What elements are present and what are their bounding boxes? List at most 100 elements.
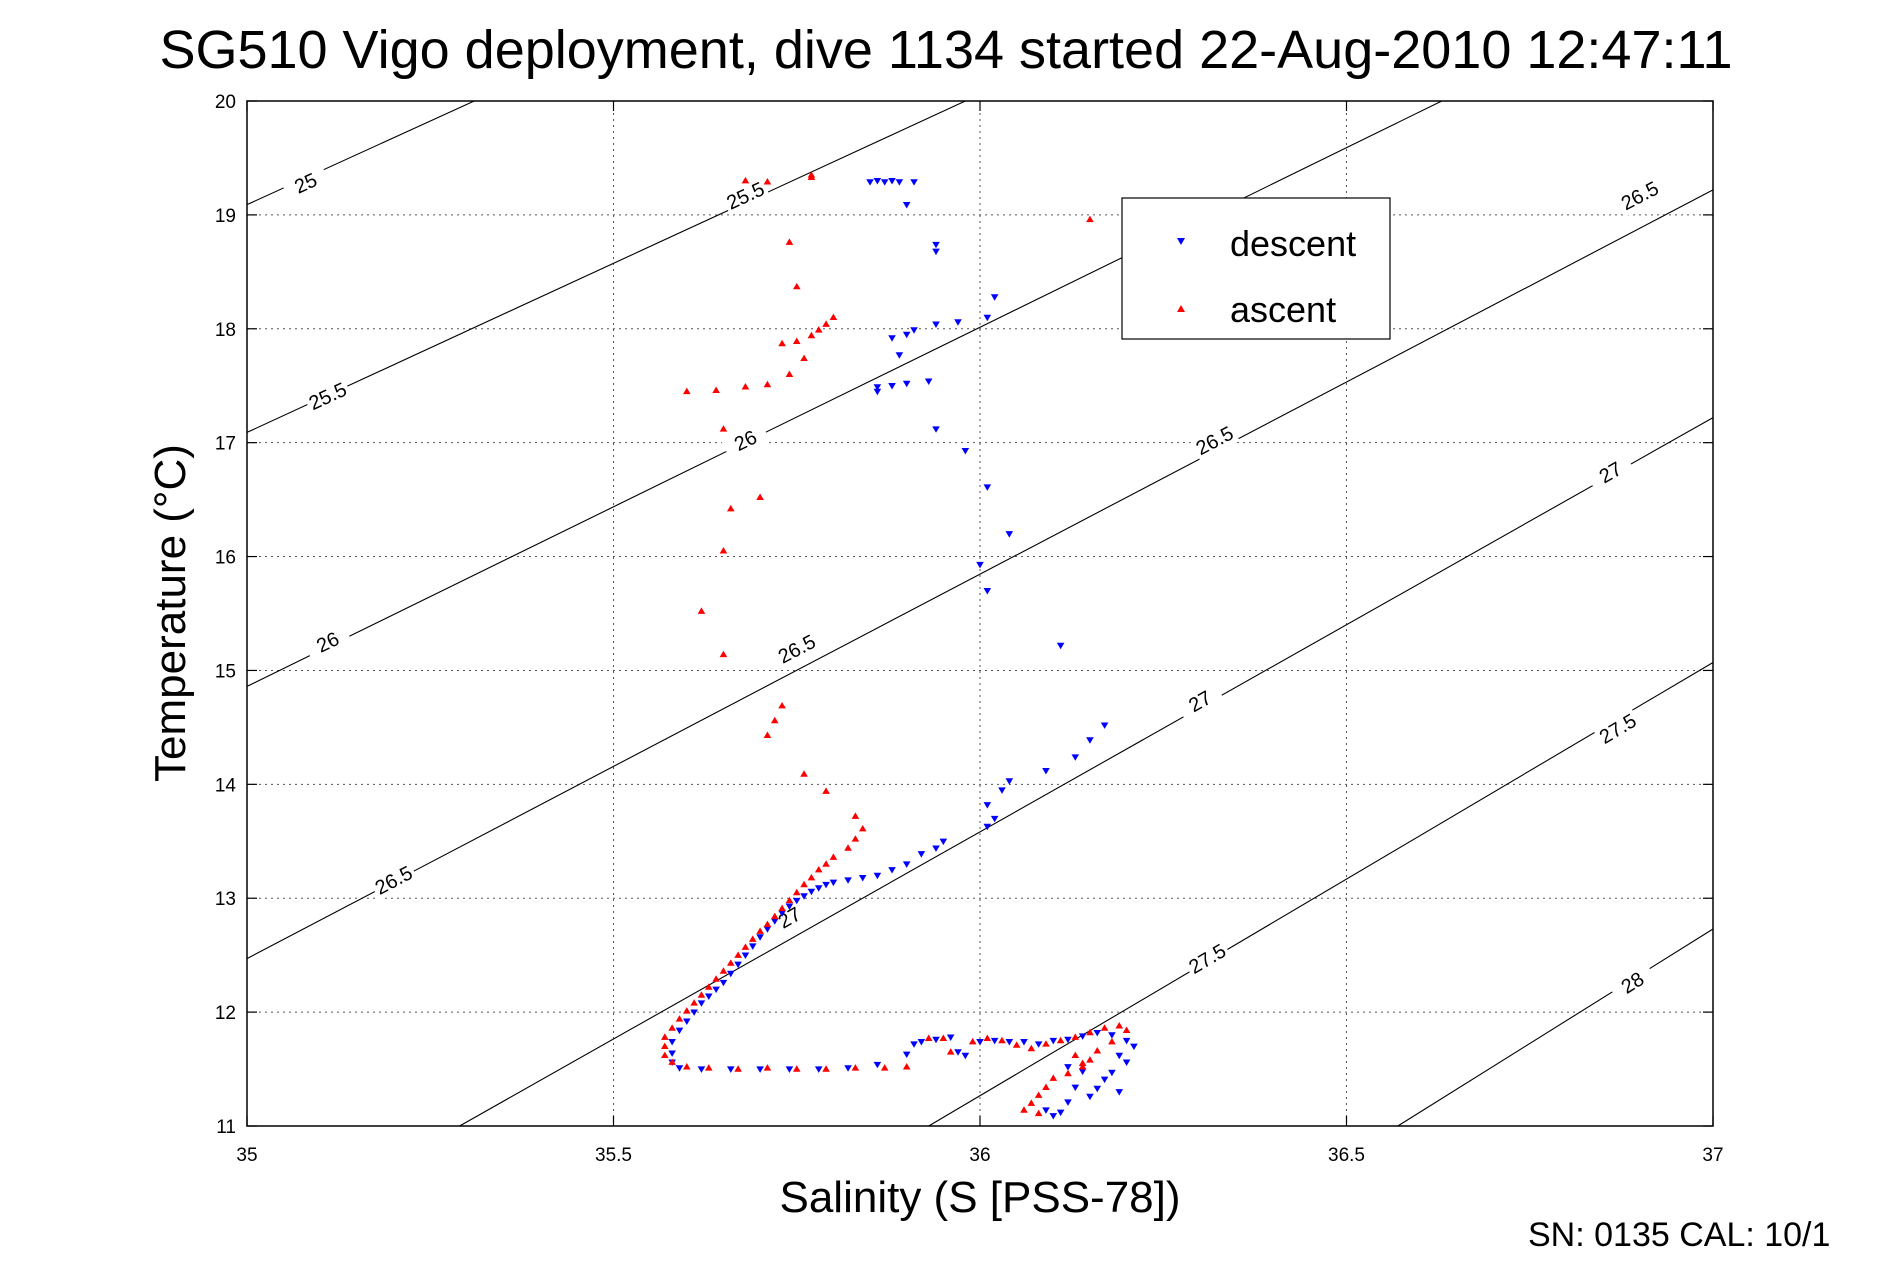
ascent-point: [748, 935, 757, 942]
ascent-point: [704, 983, 713, 990]
descent-point: [785, 903, 794, 910]
ascent-point: [1071, 1033, 1080, 1040]
ascent-point: [1086, 1028, 1094, 1036]
contour-label-mask: [1585, 451, 1636, 494]
descent-point: [932, 248, 940, 256]
descent-point: [880, 179, 889, 186]
descent-point: [888, 867, 896, 874]
descent-point: [946, 1034, 955, 1041]
ascent-point: [719, 425, 728, 432]
ascent-point: [785, 370, 794, 377]
descent-point: [873, 388, 882, 396]
descent-point: [917, 851, 926, 858]
ascent-point: [778, 701, 786, 709]
descent-point: [983, 823, 992, 831]
descent-point: [888, 335, 896, 342]
ascent-point: [734, 951, 742, 958]
y-tick-label: 16: [215, 548, 236, 569]
ascent-point: [822, 320, 830, 327]
contour-label-mask: [771, 627, 822, 670]
ascent-point: [778, 339, 786, 347]
descent-point: [683, 1018, 691, 1026]
plot-area: [246, 100, 1714, 1127]
ascent-point: [851, 1064, 860, 1071]
descent-point: [873, 384, 882, 391]
ascent-point: [968, 1037, 977, 1045]
ascent-point: [763, 178, 772, 185]
descent-point: [1056, 1109, 1065, 1117]
ascent-point: [763, 380, 772, 388]
descent-point: [1078, 1068, 1087, 1076]
descent-point: [756, 934, 764, 941]
ascent-point: [756, 927, 764, 934]
ascent-point: [822, 860, 830, 867]
ascent-point: [1108, 1037, 1116, 1045]
descent-point: [873, 872, 882, 880]
descent-point: [675, 1065, 684, 1072]
descent-point: [1049, 1037, 1058, 1045]
descent-point: [990, 1037, 999, 1045]
ascent-point: [675, 1015, 684, 1022]
descent-point: [1115, 1089, 1124, 1096]
descent-point: [1093, 1029, 1102, 1037]
ascent-point: [661, 1051, 669, 1059]
descent-point: [668, 1050, 676, 1057]
legend-ascent-marker: [1177, 305, 1185, 312]
descent-point: [770, 918, 779, 925]
ascent-point: [683, 1062, 691, 1070]
ascent-point: [807, 171, 816, 178]
descent-point: [719, 979, 728, 987]
contour-line-25-5: [246, 100, 966, 433]
ascent-point: [726, 959, 735, 966]
ascent-point: [1086, 1056, 1094, 1063]
ascent-point: [983, 1034, 992, 1041]
ascent-point: [712, 386, 720, 393]
ascent-point: [807, 331, 816, 339]
descent-point: [961, 1052, 970, 1060]
grid-lines: [247, 101, 1713, 1126]
descent-point: [895, 352, 904, 359]
descent-point: [990, 815, 999, 823]
ascent-point: [683, 387, 691, 395]
contour-label-mask: [1182, 937, 1233, 981]
ascent-point: [763, 1064, 772, 1071]
ascent-point: [661, 1042, 669, 1049]
descent-point: [998, 787, 1006, 794]
ascent-point: [683, 1007, 691, 1014]
descent-point: [983, 802, 992, 809]
descent-point: [1115, 1052, 1124, 1060]
ascent-point: [770, 716, 779, 724]
x-tick-label: 35: [236, 1145, 257, 1166]
ascent-point: [800, 354, 808, 362]
descent-point: [1064, 1036, 1072, 1044]
ascent-point: [778, 904, 786, 912]
ascent-point: [770, 912, 779, 920]
ascent-point: [807, 873, 816, 881]
ascent-point: [697, 607, 706, 614]
y-tick-label: 15: [215, 661, 236, 682]
descent-point: [668, 1039, 676, 1046]
descent-point: [976, 561, 984, 569]
descent-point: [1005, 778, 1014, 785]
ascent-point: [1093, 1047, 1102, 1054]
descent-point: [873, 178, 882, 185]
ascent-point: [1100, 1024, 1109, 1031]
descent-point: [1100, 1076, 1109, 1084]
ascent-point: [741, 383, 750, 390]
descent-point: [910, 1041, 918, 1048]
ascent-point: [785, 896, 794, 904]
ascent-point: [822, 787, 830, 794]
ascent-point: [1078, 1059, 1087, 1067]
x-tick-label: 36: [969, 1145, 990, 1166]
ascent-point: [1086, 215, 1094, 223]
descent-point: [697, 1066, 706, 1073]
contour-line-26-5: [246, 189, 1714, 960]
ascent-series: [661, 171, 1131, 1117]
descent-point: [1034, 1041, 1043, 1048]
ascent-point: [880, 1064, 889, 1071]
descent-point: [712, 986, 720, 994]
descent-point: [1049, 1113, 1058, 1120]
descent-point: [932, 241, 940, 249]
descent-point: [675, 1027, 684, 1035]
ascent-point: [1056, 1036, 1065, 1044]
